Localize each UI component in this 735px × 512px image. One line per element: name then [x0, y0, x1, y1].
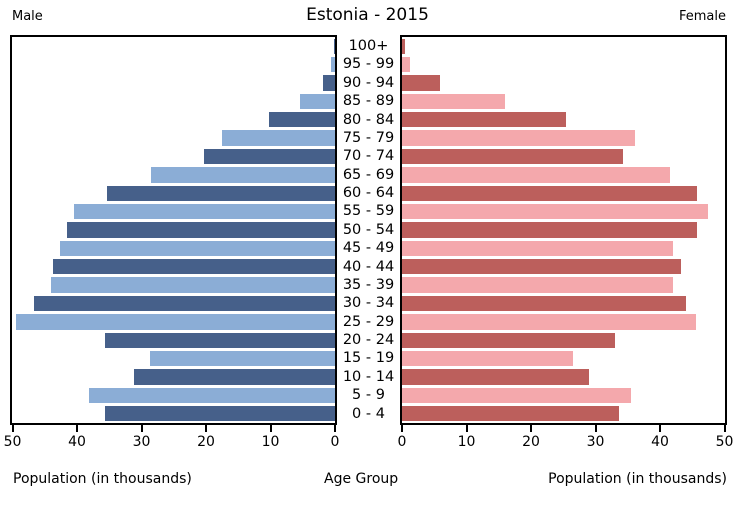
age-group-label: 20 - 24 — [342, 332, 395, 349]
male-axis-tick — [334, 425, 336, 432]
age-group-label: 40 - 44 — [342, 258, 395, 275]
age-group-label: 55 - 59 — [342, 203, 395, 220]
male-bar — [60, 240, 335, 257]
male-bar — [53, 259, 335, 275]
female-axis-tick-label: 0 — [397, 434, 407, 450]
male-axis-tick-label: 50 — [3, 434, 22, 450]
female-bar — [402, 56, 410, 73]
age-group-label: 90 - 94 — [342, 74, 395, 91]
female-bar — [402, 387, 631, 404]
age-group-label: 30 - 34 — [342, 295, 395, 312]
male-bar — [104, 332, 335, 348]
female-bar — [402, 406, 619, 422]
male-bar — [73, 203, 335, 220]
age-group-label: 15 - 19 — [342, 350, 395, 367]
male-bar — [88, 387, 335, 404]
female-bar — [402, 314, 697, 330]
female-bar — [402, 167, 670, 183]
male-bar — [104, 406, 335, 422]
male-axis-tick-label: 30 — [132, 434, 151, 450]
male-bar — [331, 56, 335, 73]
male-axis-tick-label: 40 — [68, 434, 86, 450]
age-group-label: 25 - 29 — [342, 313, 395, 330]
age-group-label: 100+ — [348, 38, 389, 54]
age-group-label: 45 - 49 — [342, 240, 395, 257]
age-group-label: 80 - 84 — [342, 111, 395, 128]
female-bar — [402, 112, 567, 128]
female-bar — [402, 369, 590, 385]
age-group-label: 0 - 4 — [352, 405, 385, 422]
male-bar — [151, 167, 335, 183]
female-axis-title: Population (in thousands) — [548, 471, 727, 487]
age-group-label: 10 - 14 — [342, 368, 395, 385]
male-axis-tick — [269, 425, 272, 432]
female-axis-tick — [594, 425, 597, 432]
male-bar — [222, 130, 335, 146]
male-bar — [51, 277, 335, 293]
female-bar — [402, 130, 636, 146]
age-group-label: 60 - 64 — [342, 185, 395, 202]
female-bar — [402, 259, 681, 275]
male-bar — [149, 350, 335, 367]
male-axis-tick-label: 0 — [330, 434, 340, 450]
female-bar — [402, 203, 708, 220]
age-group-axis-title: Age Group — [324, 471, 399, 487]
age-group-label: 85 - 89 — [342, 93, 395, 110]
female-bar — [402, 295, 687, 312]
male-bar — [269, 112, 335, 128]
male-axis-tick-label: 20 — [197, 434, 215, 450]
age-group-label: 95 - 99 — [342, 56, 395, 73]
female-bar — [402, 75, 441, 91]
female-axis-tick-label: 40 — [651, 434, 669, 450]
male-bar — [34, 295, 335, 312]
female-bar — [402, 240, 673, 257]
female-header-label: Female — [678, 9, 726, 24]
female-plot-area — [400, 35, 727, 425]
male-axis-tick — [11, 425, 14, 432]
female-axis-tick — [530, 425, 532, 432]
male-bar — [107, 185, 335, 201]
female-axis-tick — [723, 425, 726, 432]
male-bar — [333, 38, 335, 54]
female-axis-tick-label: 50 — [715, 434, 734, 450]
age-group-label: 5 - 9 — [352, 387, 385, 404]
male-axis-title: Population (in thousands) — [13, 471, 192, 487]
age-group-labels-column: 100+ 95 - 99 90 - 94 85 - 89 80 - 84 75 - 79 7… — [337, 35, 400, 425]
male-axis-tick — [205, 425, 207, 432]
female-axis-tick-label: 10 — [457, 434, 476, 450]
male-axis-tick-label: 10 — [261, 434, 280, 450]
male-bar — [204, 148, 335, 165]
age-group-label: 50 - 54 — [342, 221, 395, 238]
male-bar — [16, 314, 335, 330]
female-axis-tick — [659, 425, 661, 432]
female-axis-tick — [401, 425, 403, 432]
female-bar — [402, 148, 624, 165]
female-bar — [402, 185, 697, 201]
female-bar — [402, 350, 573, 367]
female-bar — [402, 222, 697, 238]
male-axis-tick — [140, 425, 143, 432]
male-bar — [67, 222, 335, 238]
female-axis-tick-label: 30 — [586, 434, 605, 450]
female-bar — [402, 93, 506, 110]
female-bar — [402, 332, 616, 348]
female-axis-tick — [465, 425, 468, 432]
age-group-label: 70 - 74 — [342, 148, 395, 165]
age-group-label: 65 - 69 — [342, 166, 395, 183]
male-bar — [323, 75, 335, 91]
male-plot-area — [10, 35, 337, 425]
female-axis-tick-label: 20 — [522, 434, 540, 450]
male-axis-tick — [76, 425, 78, 432]
chart-title: Estonia - 2015 — [306, 5, 429, 25]
female-bar — [402, 38, 405, 54]
male-header-label: Male — [12, 9, 43, 24]
male-bar — [134, 369, 335, 385]
age-group-label: 75 - 79 — [342, 129, 395, 146]
male-bar — [300, 93, 335, 110]
age-group-label: 35 - 39 — [342, 276, 395, 293]
female-bar — [402, 277, 673, 293]
